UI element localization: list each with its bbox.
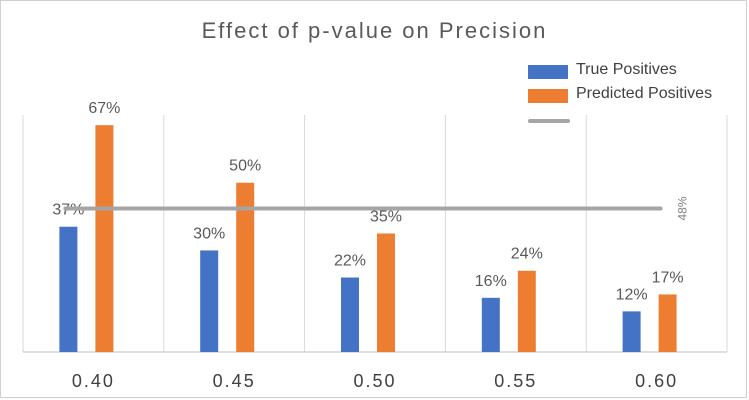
data-label: 12%: [616, 286, 648, 303]
data-label: 16%: [475, 273, 507, 290]
legend-swatch-predicted-positives: [528, 89, 568, 103]
data-label: 17%: [652, 269, 684, 286]
bar-predicted-positives: [517, 270, 536, 352]
x-tick-label: 0.60: [635, 371, 678, 391]
bar-predicted-positives: [95, 125, 114, 353]
bar-predicted-positives: [658, 294, 677, 352]
data-label: 30%: [193, 225, 225, 242]
data-label: 67%: [88, 100, 120, 117]
data-label: 35%: [370, 209, 402, 226]
bar-true-positives: [59, 226, 78, 352]
data-label: 50%: [229, 158, 261, 175]
bar-true-positives: [341, 277, 359, 352]
bar-true-positives: [200, 250, 219, 352]
legend-label-true-positives: True Positives: [576, 61, 677, 78]
x-tick-label: 0.45: [213, 371, 256, 391]
legend-label-predicted-positives: Predicted Positives: [576, 85, 713, 102]
x-tick-label: 0.50: [353, 371, 396, 391]
bar-true-positives: [622, 311, 641, 352]
chart-title: Effect of p-value on Precision: [201, 18, 548, 43]
reference-line-label: 48%: [676, 196, 690, 220]
bar-predicted-positives: [236, 182, 255, 352]
legend-line-reference: [528, 119, 570, 123]
data-label: 24%: [511, 246, 543, 263]
bar-predicted-positives: [377, 233, 395, 352]
x-tick-label: 0.55: [494, 371, 537, 391]
x-tick-label: 0.40: [72, 371, 115, 391]
data-label: 22%: [334, 253, 366, 270]
bar-true-positives: [481, 297, 500, 352]
legend-swatch-true-positives: [528, 65, 568, 79]
